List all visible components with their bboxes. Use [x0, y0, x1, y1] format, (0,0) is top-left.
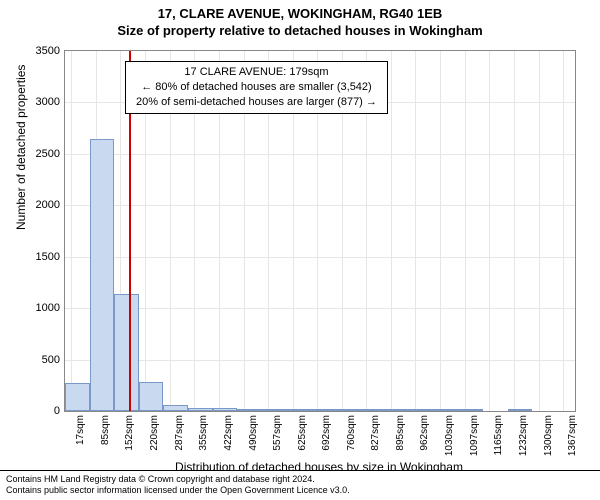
- x-tick-label: 760sqm: [346, 415, 357, 451]
- annotation-box: 17 CLARE AVENUE: 179sqm← 80% of detached…: [125, 61, 388, 114]
- x-tick-label: 1300sqm: [543, 415, 554, 456]
- histogram-bar: [213, 408, 238, 411]
- histogram-bar: [336, 409, 360, 411]
- gridline-h: [65, 360, 575, 361]
- annotation-line2: ← 80% of detached houses are smaller (3,…: [136, 80, 377, 95]
- x-tick-label: 422sqm: [223, 415, 234, 451]
- gridline-v: [489, 51, 490, 411]
- annotation-line1: 17 CLARE AVENUE: 179sqm: [136, 65, 377, 80]
- x-tick-label: 1030sqm: [444, 415, 455, 456]
- x-tick-label: 827sqm: [370, 415, 381, 451]
- histogram-bar: [237, 409, 261, 411]
- title-address: 17, CLARE AVENUE, WOKINGHAM, RG40 1EB: [0, 6, 600, 21]
- gridline-v: [563, 51, 564, 411]
- histogram-bar: [286, 409, 310, 411]
- histogram-bar: [188, 408, 212, 411]
- annotation-line3: 20% of semi-detached houses are larger (…: [136, 95, 377, 110]
- y-tick-label: 500: [42, 354, 60, 366]
- x-tick-label: 287sqm: [174, 415, 185, 451]
- y-tick-label: 0: [54, 405, 60, 417]
- y-tick-label: 3000: [36, 96, 60, 108]
- y-tick-label: 1500: [36, 251, 60, 263]
- gridline-h: [65, 205, 575, 206]
- gridline-v: [415, 51, 416, 411]
- gridline-v: [71, 51, 72, 411]
- x-tick-label: 1097sqm: [469, 415, 480, 456]
- x-tick-label: 692sqm: [321, 415, 332, 451]
- x-tick-label: 1165sqm: [493, 415, 504, 455]
- x-tick-label: 1232sqm: [518, 415, 529, 456]
- chart-wrap: 050010001500200025003000350017sqm85sqm15…: [64, 50, 574, 410]
- x-tick-label: 895sqm: [395, 415, 406, 451]
- y-axis-title: Number of detached properties: [14, 65, 28, 230]
- x-tick-label: 490sqm: [248, 415, 259, 451]
- y-tick-label: 2500: [36, 148, 60, 160]
- footer-line2: Contains public sector information licen…: [6, 485, 594, 497]
- y-tick-label: 1000: [36, 302, 60, 314]
- histogram-bar: [311, 409, 336, 411]
- x-tick-label: 152sqm: [124, 415, 135, 451]
- y-tick-label: 2000: [36, 199, 60, 211]
- x-tick-label: 962sqm: [419, 415, 430, 451]
- histogram-bar: [508, 409, 533, 411]
- y-tick-label: 3500: [36, 45, 60, 57]
- gridline-v: [514, 51, 515, 411]
- gridline-v: [391, 51, 392, 411]
- x-tick-label: 220sqm: [149, 415, 160, 451]
- x-tick-label: 17sqm: [75, 415, 86, 445]
- gridline-v: [465, 51, 466, 411]
- x-tick-label: 557sqm: [272, 415, 283, 451]
- footer-line1: Contains HM Land Registry data © Crown c…: [6, 474, 594, 486]
- histogram-bar: [262, 409, 287, 411]
- histogram-bar: [434, 409, 458, 411]
- chart-container: 17, CLARE AVENUE, WOKINGHAM, RG40 1EB Si…: [0, 0, 600, 500]
- histogram-bar: [163, 405, 188, 411]
- histogram-bar: [458, 409, 483, 411]
- histogram-bar: [139, 382, 163, 411]
- x-tick-label: 355sqm: [198, 415, 209, 451]
- histogram-bar: [360, 409, 385, 411]
- title-subtitle: Size of property relative to detached ho…: [0, 23, 600, 38]
- x-tick-label: 1367sqm: [567, 415, 578, 456]
- gridline-v: [539, 51, 540, 411]
- gridline-h: [65, 154, 575, 155]
- histogram-bar: [65, 383, 90, 411]
- histogram-bar: [409, 409, 434, 411]
- gridline-h: [65, 308, 575, 309]
- footer: Contains HM Land Registry data © Crown c…: [0, 470, 600, 500]
- title-block: 17, CLARE AVENUE, WOKINGHAM, RG40 1EB Si…: [0, 0, 600, 38]
- histogram-bar: [114, 294, 139, 411]
- x-tick-label: 625sqm: [297, 415, 308, 451]
- plot-area: 050010001500200025003000350017sqm85sqm15…: [64, 50, 576, 412]
- x-tick-label: 85sqm: [100, 415, 111, 445]
- histogram-bar: [385, 409, 409, 411]
- histogram-bar: [90, 139, 114, 411]
- gridline-h: [65, 257, 575, 258]
- gridline-v: [440, 51, 441, 411]
